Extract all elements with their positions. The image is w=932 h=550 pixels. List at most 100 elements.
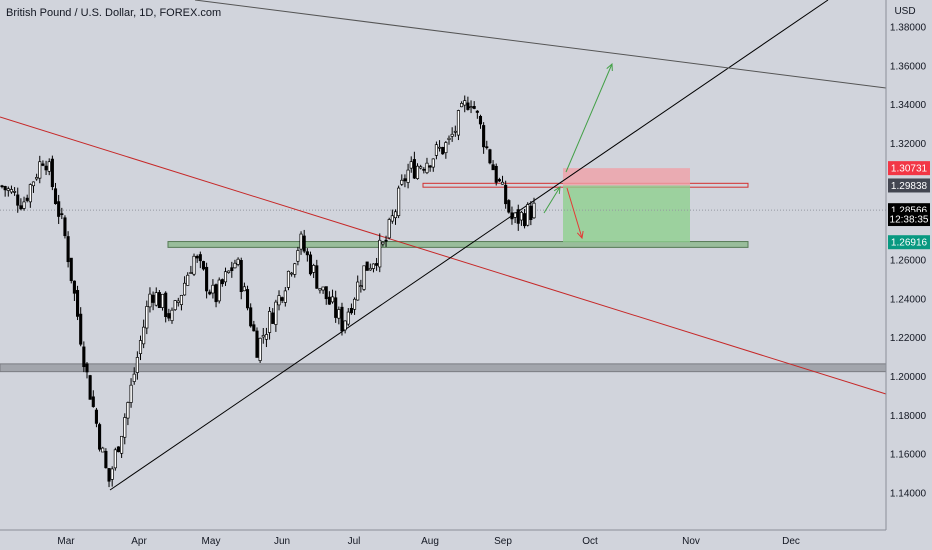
candle-body: [371, 263, 376, 269]
candle-body: [438, 146, 442, 149]
price-badge-label: 1.28566: [891, 206, 928, 217]
candle-body: [233, 262, 237, 269]
candle-body: [419, 166, 423, 169]
candle-body: [488, 149, 492, 164]
y-axis: 1.380001.360001.340001.320001.300001.280…: [890, 23, 927, 500]
candle-body: [60, 213, 64, 216]
candle-body: [519, 211, 523, 221]
candle-body: [123, 417, 127, 438]
candle-body: [390, 215, 394, 222]
y-tick-label: 1.14000: [890, 489, 927, 500]
candle-body: [258, 337, 262, 361]
price-badge-label: 1.30731: [891, 164, 928, 175]
candle-body: [485, 146, 489, 149]
candle-body: [286, 270, 291, 288]
candle-body: [409, 161, 413, 169]
candle-body: [72, 280, 76, 294]
support-zone: [167, 241, 749, 248]
candle-body: [397, 187, 401, 217]
candle-body: [63, 217, 67, 237]
candle-body: [208, 291, 212, 295]
bullish-arrow: [565, 63, 613, 173]
candle-body: [9, 189, 13, 193]
candle-body: [434, 144, 438, 156]
candle-body: [277, 295, 281, 306]
candle-body: [302, 235, 306, 252]
candle-body: [76, 290, 80, 317]
candle-body: [132, 373, 136, 382]
price-badge-label: 1.26916: [891, 238, 928, 249]
candle-body: [44, 165, 48, 171]
candle-body: [318, 288, 322, 291]
x-axis: Mar Apr May Jun Jul Aug Sep Oct Nov Dec: [57, 536, 800, 547]
candle-body: [359, 285, 363, 287]
x-tick-label: Sep: [494, 536, 512, 547]
candles-layer: [0, 95, 536, 488]
ascending-trendline: [109, 0, 829, 491]
price-badge: [888, 161, 930, 176]
candle-body: [176, 300, 180, 303]
price-badge-label: 1.29838: [891, 181, 928, 192]
x-tick-label: Apr: [131, 536, 147, 547]
y-tick-label: 1.34000: [890, 100, 927, 111]
candle-body: [450, 133, 454, 137]
candle-body: [293, 263, 297, 275]
candle-body: [327, 296, 331, 305]
candle-body: [447, 137, 451, 140]
candle-body: [478, 115, 483, 125]
candle-body: [22, 201, 26, 209]
candle-body: [268, 311, 272, 333]
candle-body: [195, 255, 199, 259]
candle-body: [384, 239, 388, 242]
candle-body: [472, 106, 476, 109]
candle-body: [91, 396, 95, 407]
candle-body: [466, 102, 470, 110]
candle-body: [230, 267, 234, 272]
candle-body: [463, 100, 467, 106]
candle-body: [441, 146, 445, 155]
candle-body: [223, 271, 228, 283]
candle-body: [400, 179, 404, 185]
candle-body: [500, 181, 505, 185]
candle-body: [349, 308, 353, 314]
y-tick-label: 1.24000: [890, 294, 927, 305]
currency-label: USD: [894, 6, 915, 17]
candle-body: [167, 313, 171, 319]
candle-body: [98, 424, 102, 450]
candle-body: [173, 300, 177, 311]
candle-body: [179, 295, 183, 305]
candle-body: [145, 306, 149, 329]
candle-body: [41, 163, 45, 166]
candle-body: [154, 292, 158, 306]
candle-body: [516, 209, 520, 224]
candle-body: [252, 324, 256, 332]
candle-body: [368, 267, 372, 271]
candle-body: [507, 200, 511, 213]
candle-body: [88, 375, 92, 400]
candle-body: [183, 282, 187, 296]
chart-title: British Pound / U.S. Dollar, 1D, FOREX.c…: [6, 7, 222, 19]
x-tick-label: Dec: [782, 536, 800, 547]
candle-body: [245, 289, 250, 309]
x-tick-label: Mar: [57, 536, 75, 547]
candle-body: [513, 212, 517, 218]
y-tick-label: 1.26000: [890, 256, 927, 267]
candle-body: [261, 335, 265, 338]
candle-body: [362, 265, 366, 290]
candle-body: [16, 194, 20, 206]
candle-body: [142, 326, 146, 345]
candle-body: [526, 204, 530, 226]
candle-body: [198, 254, 202, 262]
take-profit-box: [563, 185, 690, 243]
candle-body: [129, 384, 133, 403]
candle-body: [425, 162, 429, 174]
candle-body: [305, 251, 309, 256]
bullish-arrow-head: [606, 62, 613, 72]
candle-body: [324, 286, 328, 300]
candle-body: [431, 158, 435, 168]
candle-body: [227, 270, 231, 273]
candle-body: [211, 284, 215, 294]
candle-body: [312, 265, 316, 273]
candle-body: [35, 177, 39, 180]
